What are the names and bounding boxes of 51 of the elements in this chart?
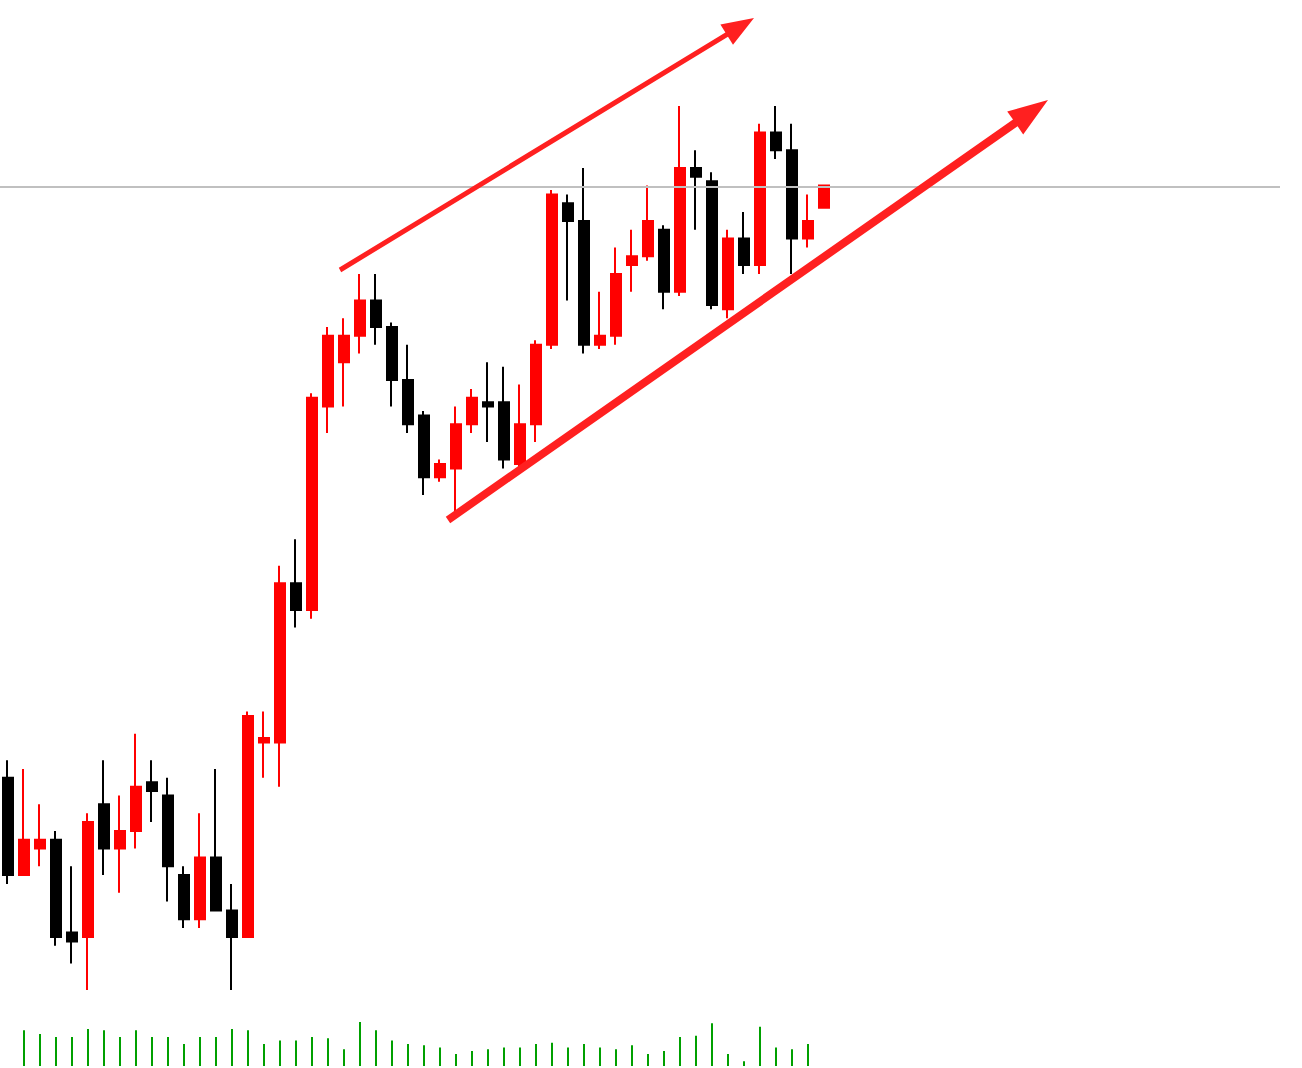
candlestick	[34, 803, 46, 868]
candlestick	[706, 171, 718, 311]
candlestick	[546, 188, 558, 351]
candlestick	[498, 365, 510, 470]
candlestick	[226, 882, 238, 991]
candlestick	[482, 361, 494, 443]
candlestick	[146, 759, 158, 824]
candlestick	[786, 122, 798, 275]
candlestick	[98, 759, 110, 877]
candlestick	[50, 829, 62, 947]
candlestick	[114, 794, 126, 894]
candlestick	[2, 759, 14, 885]
candlestick	[162, 776, 174, 903]
candlestick	[194, 812, 206, 930]
candlestick	[434, 458, 446, 483]
candlestick	[594, 290, 606, 351]
candlestick	[354, 272, 366, 355]
candlestick	[18, 768, 30, 877]
candlestick	[66, 865, 78, 965]
candlestick	[450, 405, 462, 514]
candlestick	[338, 317, 350, 408]
candlestick	[722, 228, 734, 320]
candlestick	[610, 246, 622, 346]
candlestick	[514, 383, 526, 470]
candlestick	[738, 211, 750, 275]
candlestick	[274, 564, 286, 788]
candlestick	[626, 228, 638, 293]
candlestick	[210, 768, 222, 912]
candlestick	[82, 812, 94, 991]
candlestick	[178, 865, 190, 930]
candlestick	[370, 272, 382, 346]
candlestick	[642, 184, 654, 262]
candlestick	[402, 343, 414, 435]
candlestick	[562, 193, 574, 302]
candlestick	[754, 122, 766, 275]
candlestick	[130, 732, 142, 850]
candlestick	[290, 538, 302, 629]
candlestick	[674, 105, 686, 298]
candlestick	[258, 710, 270, 779]
candlestick	[578, 166, 590, 355]
candlestick	[658, 224, 670, 311]
candlestick	[770, 105, 782, 161]
candlestick	[418, 409, 430, 496]
candlestick	[530, 339, 542, 443]
candlestick	[242, 710, 254, 938]
candlestick	[322, 326, 334, 435]
candlestick	[306, 392, 318, 620]
candlestick	[466, 387, 478, 435]
candlestick	[386, 321, 398, 408]
candlestick	[690, 149, 702, 231]
candlestick	[802, 193, 814, 249]
